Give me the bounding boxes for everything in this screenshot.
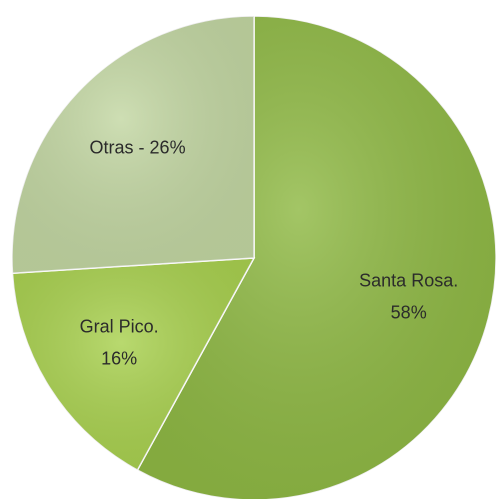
- data-label: Gral Pico. 16%: [80, 316, 159, 368]
- pie: [11, 15, 497, 499]
- data-label-line: Santa Rosa.: [359, 270, 458, 290]
- labels: Santa Rosa. 58% Gral Pico. 16% Otras - 26%: [80, 137, 459, 368]
- data-label-line: Otras - 26%: [90, 137, 186, 157]
- data-label-line: 58%: [391, 302, 427, 322]
- data-label: Santa Rosa. 58%: [359, 270, 458, 322]
- data-label-line: Gral Pico.: [80, 316, 159, 336]
- data-label: Otras - 26%: [90, 137, 186, 157]
- data-label-line: 16%: [101, 348, 137, 368]
